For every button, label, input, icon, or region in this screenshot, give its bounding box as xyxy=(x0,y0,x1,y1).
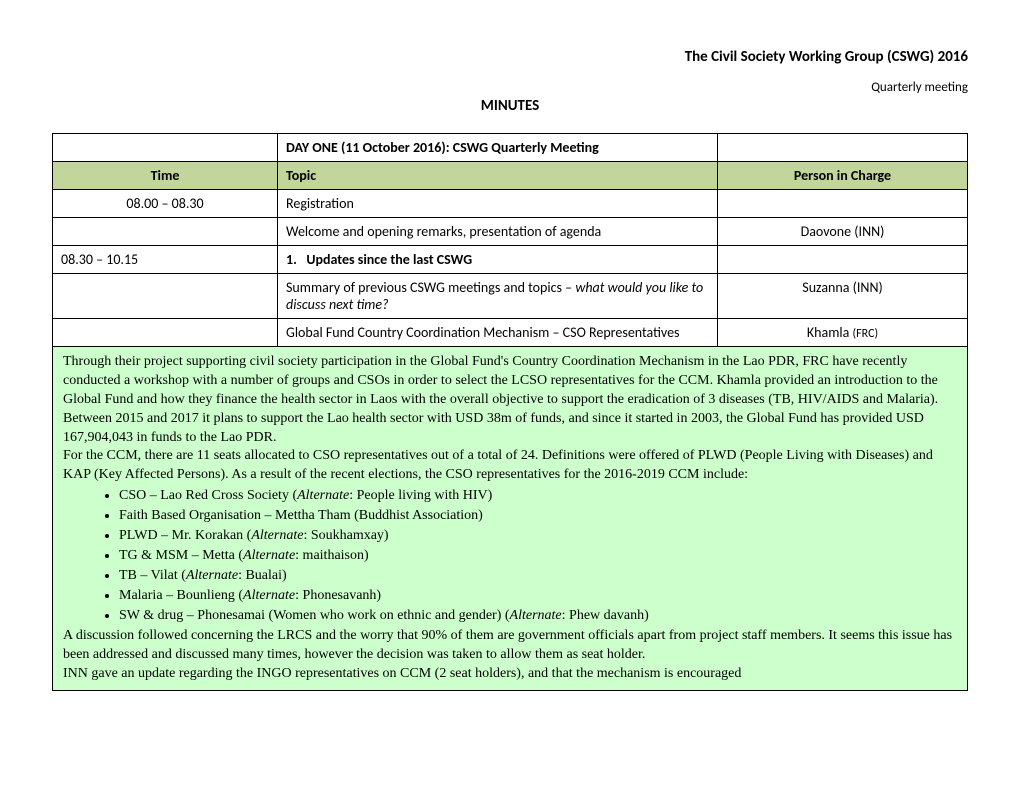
topic-cell: Summary of previous CSWG meetings and to… xyxy=(278,274,718,319)
person-name: Khamla xyxy=(807,324,853,341)
column-header-row: Time Topic Person in Charge xyxy=(53,162,968,190)
body-p1: Through their project supporting civil s… xyxy=(63,353,957,447)
body-p2: For the CCM, there are 11 seats allocate… xyxy=(63,447,957,485)
table-row: Global Fund Country Coordination Mechani… xyxy=(53,319,968,347)
body-p3: A discussion followed concerning the LRC… xyxy=(63,627,957,665)
time-cell: 08.00 – 08.30 xyxy=(53,190,278,218)
time-cell xyxy=(53,218,278,246)
body-bullets: CSO – Lao Red Cross Society (Alternate: … xyxy=(63,487,957,625)
person-cell: Khamla (FRC) xyxy=(718,319,968,347)
topic-cell: Registration xyxy=(278,190,718,218)
person-cell xyxy=(718,246,968,274)
table-row: 08.00 – 08.30 Registration xyxy=(53,190,968,218)
table-row: Welcome and opening remarks, presentatio… xyxy=(53,218,968,246)
col-time: Time xyxy=(53,162,278,190)
body-content: Through their project supporting civil s… xyxy=(53,347,968,691)
person-cell: Daovone (INN) xyxy=(718,218,968,246)
list-item: Malaria – Bounlieng (Alternate: Phonesav… xyxy=(119,587,957,606)
time-cell: 08.30 – 10.15 xyxy=(53,246,278,274)
time-cell-empty xyxy=(53,274,278,319)
topic-cell: Global Fund Country Coordination Mechani… xyxy=(278,319,718,347)
person-cell xyxy=(718,190,968,218)
meeting-type: Quarterly meeting xyxy=(52,80,968,95)
list-item: Faith Based Organisation – Mettha Tham (… xyxy=(119,507,957,526)
table-row: Summary of previous CSWG meetings and to… xyxy=(53,274,968,319)
col-topic: Topic xyxy=(278,162,718,190)
topic-cell: 1. Updates since the last CSWG xyxy=(278,246,718,274)
list-item: TG & MSM – Metta (Alternate: maithaison) xyxy=(119,547,957,566)
topic-cell: Welcome and opening remarks, presentatio… xyxy=(278,218,718,246)
person-cell: Suzanna (INN) xyxy=(718,274,968,319)
col-person: Person in Charge xyxy=(718,162,968,190)
day-header-row: DAY ONE (11 October 2016): CSWG Quarterl… xyxy=(53,134,968,162)
minutes-table: DAY ONE (11 October 2016): CSWG Quarterl… xyxy=(52,133,968,691)
day-header: DAY ONE (11 October 2016): CSWG Quarterl… xyxy=(278,134,718,162)
topic-main: Summary of previous CSWG meetings and to… xyxy=(286,279,575,296)
body-p4: INN gave an update regarding the INGO re… xyxy=(63,665,957,684)
person-org: (FRC) xyxy=(853,327,879,341)
list-item: CSO – Lao Red Cross Society (Alternate: … xyxy=(119,487,957,506)
list-item: SW & drug – Phonesamai (Women who work o… xyxy=(119,607,957,626)
time-cell-empty xyxy=(53,319,278,347)
body-row: Through their project supporting civil s… xyxy=(53,347,968,691)
document-title: The Civil Society Working Group (CSWG) 2… xyxy=(52,48,968,66)
list-item: TB – Vilat (Alternate: Bualai) xyxy=(119,567,957,586)
list-item: PLWD – Mr. Korakan (Alternate: Soukhamxa… xyxy=(119,527,957,546)
section-number: 1. xyxy=(286,251,297,268)
section-title: Updates since the last CSWG xyxy=(306,251,472,268)
table-row: 08.30 – 10.15 1. Updates since the last … xyxy=(53,246,968,274)
minutes-label: MINUTES xyxy=(52,97,968,115)
